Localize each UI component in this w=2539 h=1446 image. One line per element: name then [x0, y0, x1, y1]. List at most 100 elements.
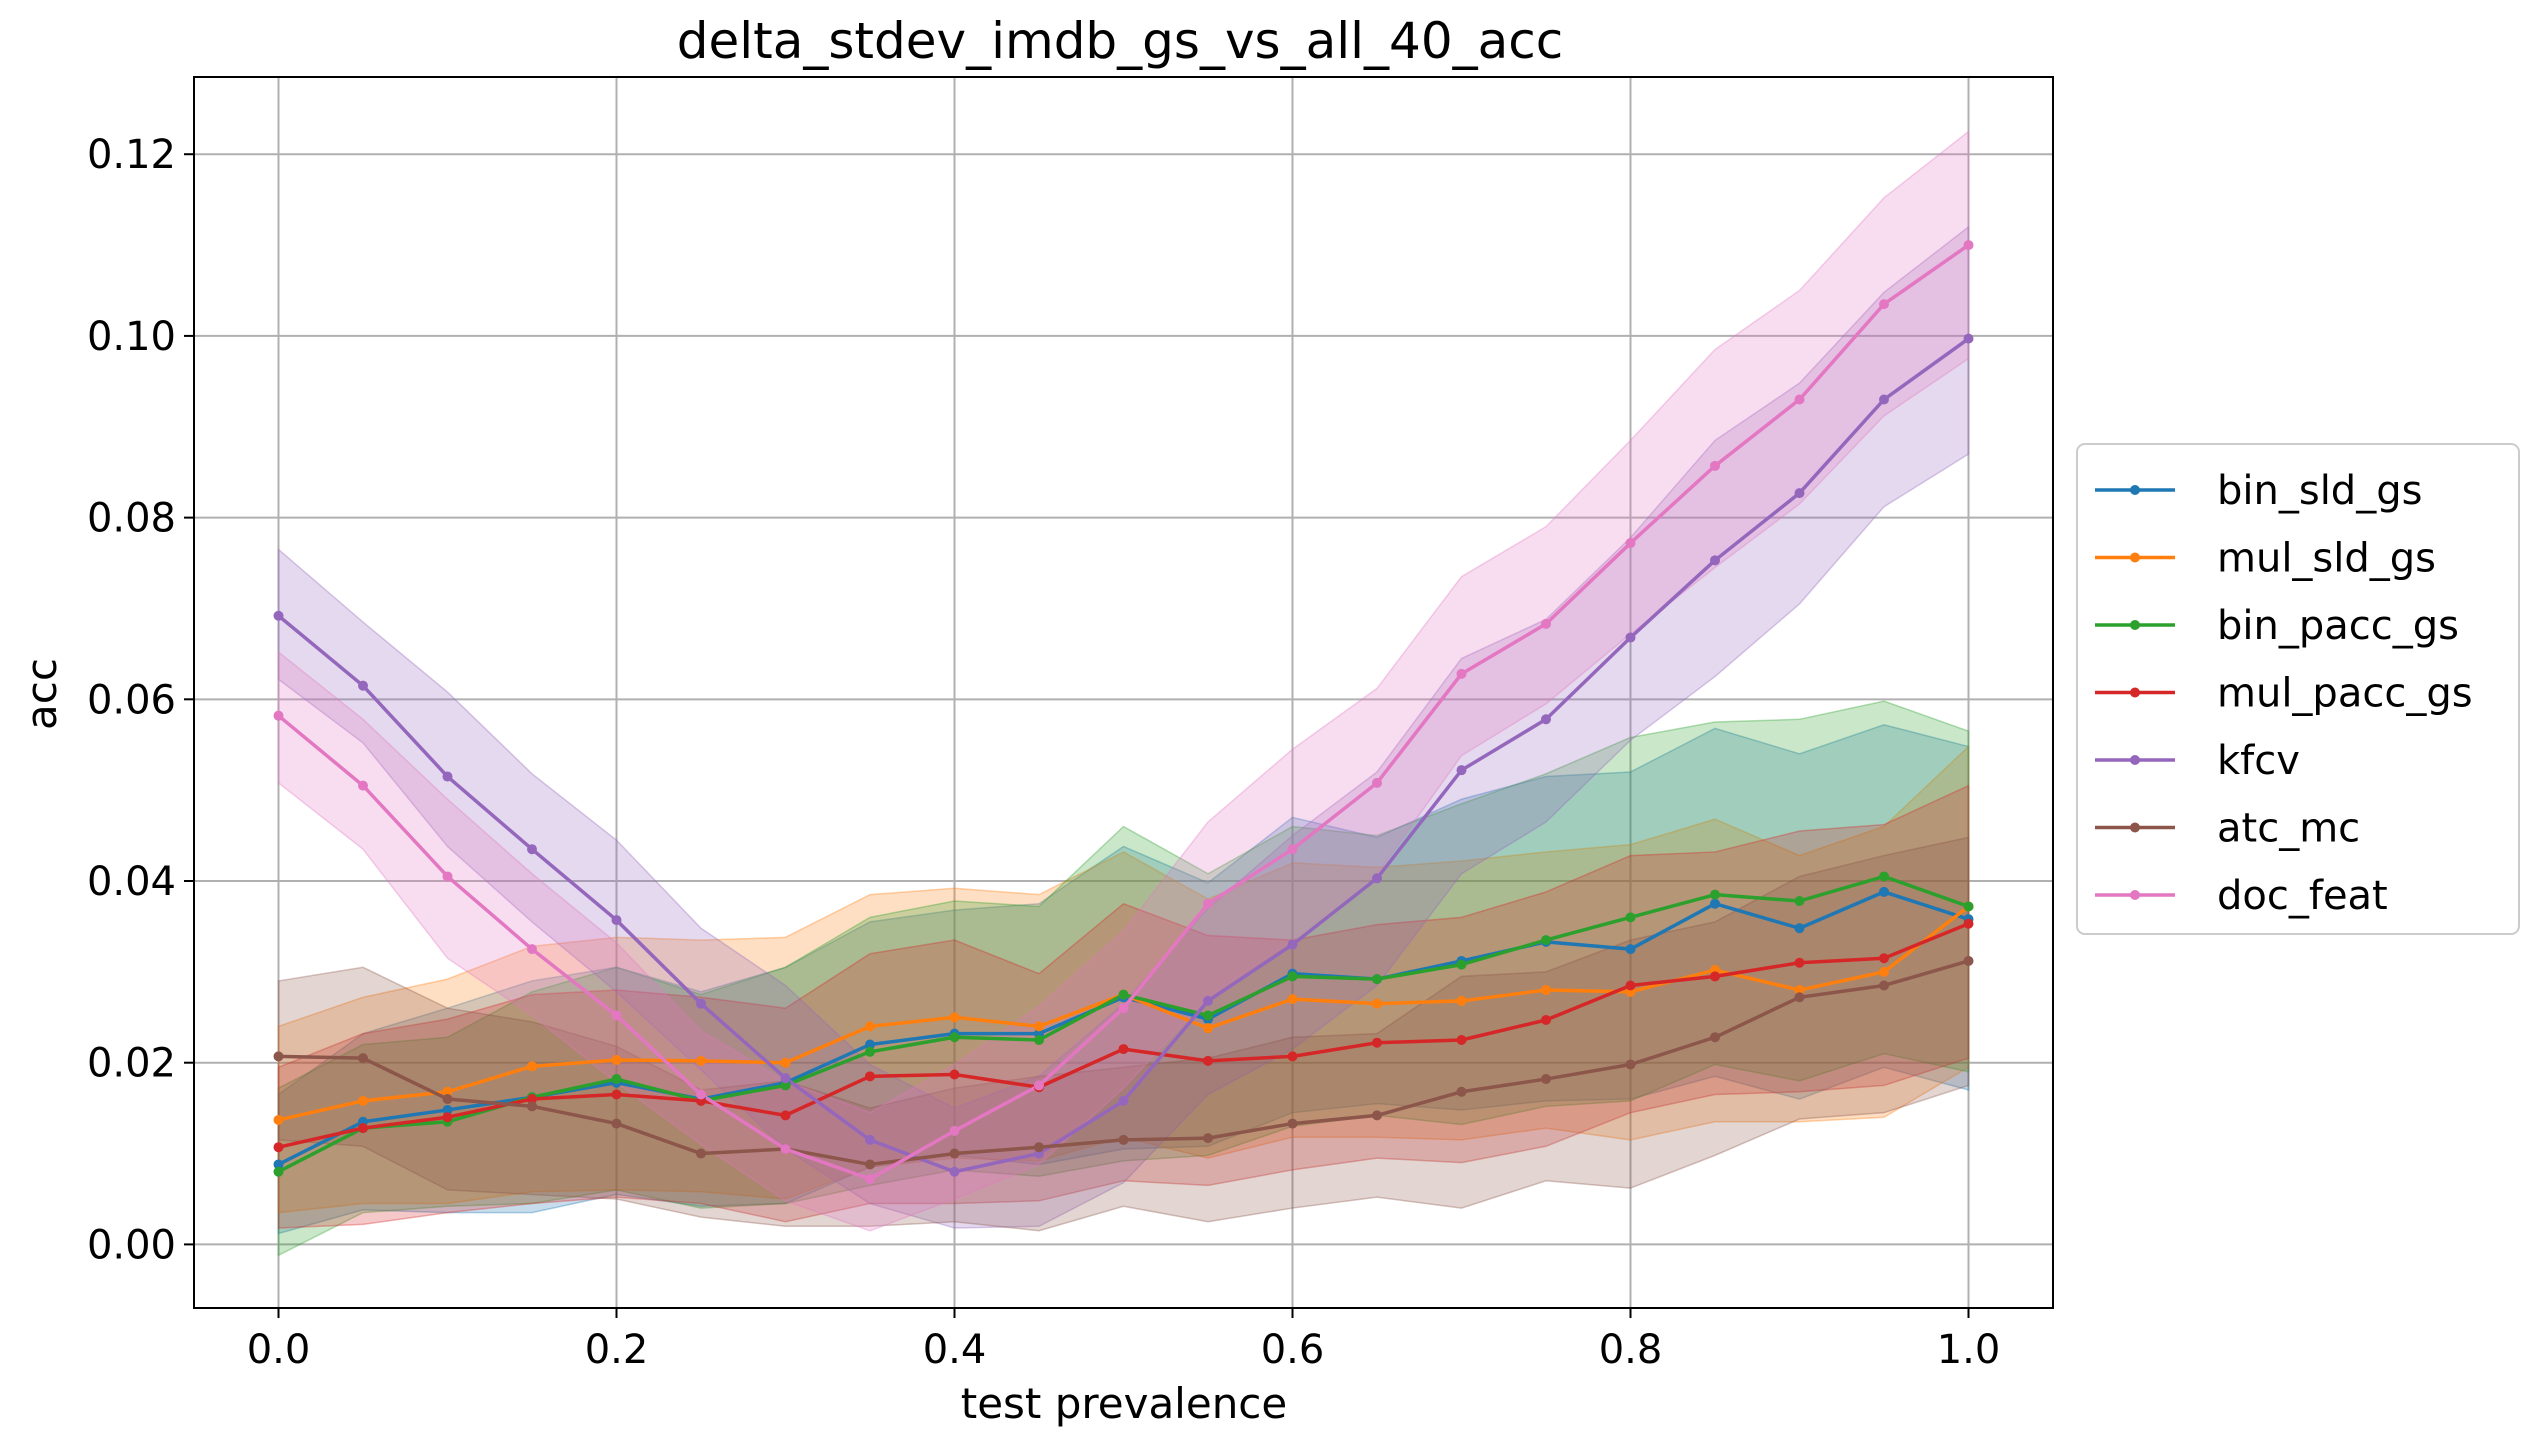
point-bin_pacc_gs	[1456, 959, 1467, 970]
point-kfcv	[1794, 488, 1805, 499]
point-mul_sld_gs	[1034, 1021, 1044, 1032]
point-kfcv	[1879, 394, 1889, 405]
point-kfcv	[1372, 873, 1382, 884]
point-mul_pacc_gs	[780, 1110, 791, 1121]
legend-label-mul_pacc_gs: mul_pacc_gs	[2217, 671, 2473, 717]
point-mul_pacc_gs	[1963, 918, 1974, 929]
point-atc_mc	[273, 1051, 284, 1062]
point-atc_mc	[442, 1094, 453, 1105]
point-atc_mc	[696, 1148, 706, 1159]
point-kfcv	[611, 915, 622, 926]
point-mul_pacc_gs	[358, 1123, 368, 1134]
point-kfcv	[949, 1166, 960, 1177]
point-bin_sld_gs	[1794, 923, 1805, 934]
point-doc_feat	[696, 1089, 706, 1100]
legend-marker-bin_pacc_gs	[2130, 620, 2140, 630]
point-atc_mc	[1118, 1134, 1129, 1145]
point-mul_pacc_gs	[1287, 1051, 1298, 1062]
y-tick-label: 0.04	[87, 859, 176, 905]
point-doc_feat	[442, 871, 453, 882]
point-kfcv	[696, 998, 706, 1009]
point-doc_feat	[1625, 538, 1636, 549]
point-mul_sld_gs	[1541, 985, 1551, 996]
x-tick-label: 0.0	[247, 1327, 311, 1373]
y-axis-ticks: 0.00 0.02 0.04 0.06 0.08 0.10 0.12	[87, 132, 194, 1268]
point-mul_sld_gs	[273, 1114, 284, 1125]
point-doc_feat	[1879, 299, 1889, 310]
point-bin_pacc_gs	[865, 1046, 875, 1057]
point-bin_pacc_gs	[1963, 901, 1974, 912]
point-bin_pacc_gs	[611, 1074, 622, 1085]
point-mul_sld_gs	[1372, 998, 1382, 1009]
band-bin_sld_gs	[277, 723, 1970, 1235]
point-bin_pacc_gs	[1118, 989, 1129, 1000]
point-doc_feat	[273, 710, 284, 721]
point-atc_mc	[358, 1053, 368, 1064]
point-bin_pacc_gs	[949, 1032, 960, 1043]
point-atc_mc	[949, 1148, 960, 1159]
point-doc_feat	[1541, 618, 1551, 629]
point-doc_feat	[780, 1144, 791, 1155]
point-doc_feat	[1963, 240, 1974, 251]
legend-marker-bin_sld_gs	[2130, 485, 2140, 495]
point-atc_mc	[1710, 1032, 1720, 1043]
point-kfcv	[1625, 632, 1636, 643]
x-axis-label: test prevalence	[961, 1379, 1288, 1428]
point-doc_feat	[949, 1125, 960, 1136]
point-bin_pacc_gs	[273, 1166, 284, 1177]
point-mul_sld_gs	[358, 1095, 368, 1106]
point-atc_mc	[1456, 1086, 1467, 1097]
point-mul_sld_gs	[1879, 966, 1889, 977]
point-bin_pacc_gs	[1794, 895, 1805, 906]
point-kfcv	[1118, 1095, 1129, 1106]
y-tick-label: 0.00	[87, 1222, 176, 1268]
point-doc_feat	[1456, 668, 1467, 679]
point-bin_pacc_gs	[1203, 1010, 1213, 1021]
legend-label-doc_feat: doc_feat	[2217, 873, 2388, 919]
point-kfcv	[780, 1073, 791, 1084]
legend-label-atc_mc: atc_mc	[2217, 806, 2360, 852]
point-atc_mc	[1034, 1142, 1044, 1153]
point-mul_pacc_gs	[1710, 971, 1720, 982]
point-atc_mc	[1203, 1133, 1213, 1144]
point-kfcv	[865, 1134, 875, 1145]
point-doc_feat	[1372, 777, 1382, 788]
point-mul_sld_gs	[949, 1012, 960, 1023]
point-mul_sld_gs	[442, 1086, 453, 1097]
point-mul_sld_gs	[611, 1054, 622, 1065]
legend-frame	[2076, 443, 2520, 935]
point-bin_pacc_gs	[1879, 871, 1889, 882]
point-atc_mc	[1879, 980, 1889, 991]
point-bin_sld_gs	[442, 1104, 453, 1115]
point-kfcv	[1541, 714, 1551, 725]
point-mul_pacc_gs	[1879, 953, 1889, 964]
x-tick-label: 1.0	[1937, 1327, 2001, 1373]
legend-label-bin_pacc_gs: bin_pacc_gs	[2217, 603, 2459, 649]
point-bin_pacc_gs	[1541, 935, 1551, 946]
point-doc_feat	[358, 780, 368, 791]
point-doc_feat	[1710, 460, 1720, 471]
legend-marker-atc_mc	[2130, 822, 2140, 833]
y-axis-label: acc	[17, 658, 66, 730]
point-atc_mc	[865, 1159, 875, 1170]
point-bin_sld_gs	[1625, 944, 1636, 955]
point-doc_feat	[1287, 844, 1298, 855]
point-kfcv	[1710, 555, 1720, 566]
point-doc_feat	[1034, 1080, 1044, 1091]
legend-label-bin_sld_gs: bin_sld_gs	[2217, 468, 2422, 514]
legend-label-kfcv: kfcv	[2217, 738, 2300, 784]
point-kfcv	[527, 844, 537, 855]
legend-marker-doc_feat	[2130, 890, 2140, 900]
point-bin_sld_gs	[1710, 898, 1720, 909]
point-mul_sld_gs	[1794, 985, 1805, 996]
point-atc_mc	[1287, 1118, 1298, 1129]
point-mul_pacc_gs	[527, 1094, 537, 1105]
point-atc_mc	[611, 1118, 622, 1129]
point-mul_pacc_gs	[1625, 980, 1636, 991]
point-kfcv	[1203, 995, 1213, 1006]
point-atc_mc	[1372, 1110, 1382, 1121]
point-bin_pacc_gs	[1372, 974, 1382, 985]
plot-frame	[193, 76, 2054, 1309]
point-mul_sld_gs	[865, 1021, 875, 1032]
